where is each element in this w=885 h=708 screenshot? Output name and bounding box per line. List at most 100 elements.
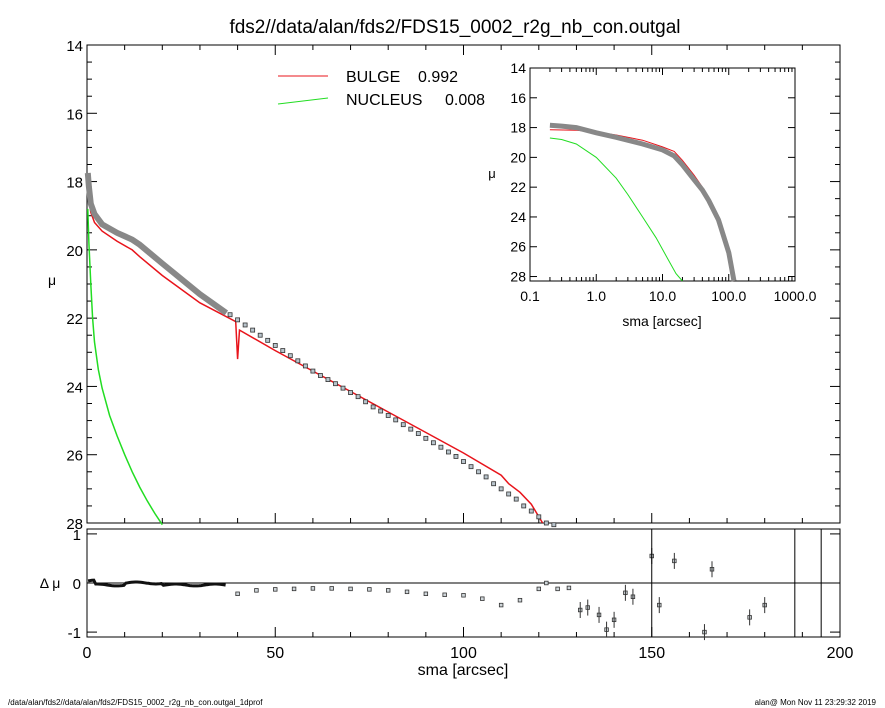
data-point: [498, 486, 504, 492]
residual-point: [555, 586, 560, 592]
residual-point: [310, 586, 316, 591]
data-point: [227, 312, 233, 318]
residual-point: [517, 597, 523, 603]
data-point: [521, 503, 527, 509]
data-point: [438, 444, 444, 450]
data-point: [528, 508, 534, 514]
footer-left: /data/alan/fds2//data/alan/fds2/FDS15_00…: [8, 698, 263, 707]
main-y-tick-label: 20: [66, 243, 83, 260]
inset-x-tick-label: 10.0: [649, 288, 676, 304]
inset-y-tick-label: 14: [510, 60, 526, 76]
data-point: [400, 422, 406, 428]
residual-point: [480, 596, 485, 601]
data-point: [272, 343, 278, 348]
data-point: [280, 348, 286, 353]
residual-point: [461, 593, 466, 598]
inset-x-tick-label: 100.0: [711, 288, 746, 304]
residual-x-tick-label: 100: [450, 645, 477, 662]
inset-axes-frame: [529, 67, 796, 282]
inset-ticks: 14 16 18 20 22 24 26 28 0.1 1.0 10.0 100.0 1000.0: [510, 60, 816, 304]
main-y-tick-label: 24: [66, 379, 83, 396]
legend-bulge-label: BULGE: [346, 69, 400, 86]
residual-x-axis-label: sma [arcsec]: [418, 662, 509, 679]
main-y-tick-label: 14: [66, 38, 83, 55]
residual-point: [367, 587, 372, 592]
residual-point: [235, 591, 240, 596]
data-point: [378, 408, 384, 414]
data-point: [551, 522, 557, 528]
inset-y-tick-label: 26: [510, 239, 526, 255]
data-point: [476, 469, 481, 475]
residual-y-tick-label: 1: [73, 527, 81, 544]
data-point: [363, 399, 369, 405]
residual-point: [254, 588, 259, 593]
data-point: [415, 431, 421, 436]
data-point: [265, 337, 271, 343]
data-point: [543, 520, 549, 526]
residual-x-tick-label: 150: [638, 645, 665, 662]
inset-y-tick-label: 16: [510, 90, 526, 106]
data-point: [242, 322, 248, 328]
legend-nucleus-value: 0.008: [445, 92, 485, 109]
residual-point: [273, 587, 278, 592]
inset-y-tick-label: 20: [510, 149, 526, 165]
inset-x-tick-label: 0.1: [520, 288, 540, 304]
residual-y-axis-label: Δ μ: [40, 575, 61, 591]
inset-x-axis-label: sma [arcsec]: [622, 313, 701, 329]
residual-point: [498, 602, 504, 608]
inset-y-axis-label: μ: [488, 166, 496, 181]
main-y-tick-label: 18: [66, 175, 83, 192]
data-point: [461, 459, 466, 464]
inset-y-tick-label: 24: [510, 209, 526, 225]
residual-point: [423, 591, 429, 596]
residual-point: [566, 585, 572, 591]
inset-y-tick-label: 18: [510, 120, 526, 136]
figure-title: fds2//data/alan/fds2/FDS15_0002_r2g_nb_c…: [229, 17, 680, 38]
data-point: [536, 514, 542, 520]
residual-ticks: 10-10 50 100 150 200: [68, 527, 854, 662]
data-point: [446, 449, 451, 455]
data-point: [250, 327, 256, 333]
inset-nucleus-line: [549, 137, 683, 282]
data-point: [513, 496, 519, 502]
residual-panel: 10-10 50 100 150 200 Δ μ sma [arcsec]: [40, 527, 854, 679]
residual-point: [385, 588, 391, 593]
main-y-tick-label: 26: [66, 448, 83, 465]
residual-point: [544, 580, 549, 586]
data-point: [287, 353, 293, 359]
main-y-axis-label: μ: [48, 272, 56, 288]
residual-x-tick-label: 0: [83, 645, 92, 662]
main-y-tick-label: 28: [66, 516, 83, 533]
main-series: [84, 172, 557, 528]
inset-series: [549, 122, 737, 282]
residual-point: [442, 592, 447, 597]
residual-series: [87, 529, 822, 641]
residual-x-tick-label: 200: [827, 645, 854, 662]
inset-model-line: [549, 122, 737, 282]
residual-y-tick-label: 0: [73, 576, 81, 593]
footer-right: alan@ Mon Nov 11 23:29:32 2019: [755, 698, 877, 707]
data-point: [385, 413, 391, 418]
data-point: [302, 363, 308, 369]
residual-point: [536, 586, 541, 592]
main-panel: 14 16 18 20 22 24 26 28 μ: [48, 38, 841, 533]
residual-x-tick-label: 50: [266, 645, 284, 662]
data-point: [453, 454, 459, 459]
data-point: [430, 440, 436, 446]
main-y-tick-label: 22: [66, 311, 83, 328]
residual-point: [329, 586, 334, 591]
residual-inner-line: [87, 578, 226, 588]
residual-point: [348, 586, 353, 592]
data-point: [295, 358, 301, 364]
bulge-profile-line: [87, 191, 544, 524]
data-point: [468, 464, 474, 470]
data-point: [483, 474, 489, 480]
residual-y-tick-label: -1: [68, 625, 81, 642]
data-point: [506, 491, 512, 497]
inset-y-tick-label: 22: [510, 179, 526, 195]
nucleus-profile-line: [87, 208, 163, 526]
data-point: [333, 381, 338, 387]
inset-x-tick-label: 1000.0: [774, 288, 817, 304]
